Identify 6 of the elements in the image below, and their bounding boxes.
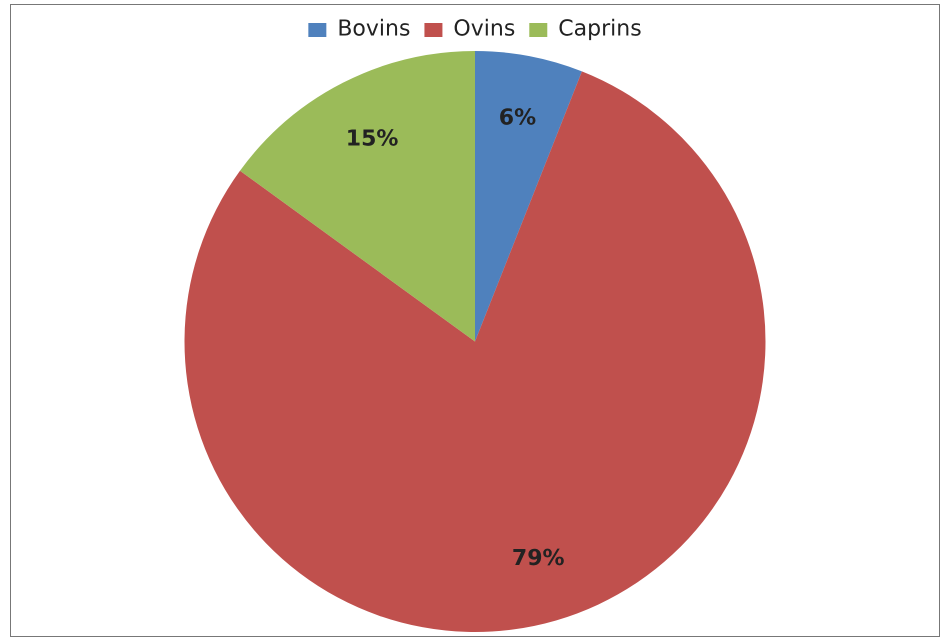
data-label: 79% (512, 546, 565, 571)
legend-label: Caprins (558, 16, 642, 42)
data-label: 15% (346, 126, 398, 152)
legend-label: Ovins (453, 16, 516, 42)
legend-label: Bovins (337, 16, 410, 42)
data-label: 6% (498, 106, 536, 131)
